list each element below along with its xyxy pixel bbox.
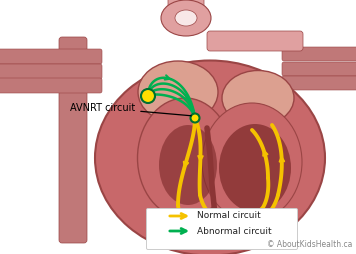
FancyBboxPatch shape: [184, 185, 214, 251]
Ellipse shape: [159, 125, 217, 205]
FancyBboxPatch shape: [282, 76, 356, 90]
Circle shape: [190, 114, 199, 122]
Text: AVNRT circuit: AVNRT circuit: [70, 103, 191, 116]
Ellipse shape: [95, 60, 325, 254]
Ellipse shape: [138, 61, 218, 123]
FancyBboxPatch shape: [0, 78, 102, 93]
FancyBboxPatch shape: [0, 64, 102, 79]
Text: © AboutKidsHealth.ca: © AboutKidsHealth.ca: [267, 240, 352, 249]
Text: Normal circuit: Normal circuit: [197, 212, 261, 220]
FancyBboxPatch shape: [147, 209, 298, 249]
Text: Abnormal circuit: Abnormal circuit: [197, 227, 272, 235]
Ellipse shape: [202, 103, 302, 221]
FancyBboxPatch shape: [207, 31, 303, 51]
Circle shape: [141, 89, 155, 103]
Ellipse shape: [219, 124, 291, 212]
FancyBboxPatch shape: [282, 62, 356, 76]
Ellipse shape: [222, 71, 294, 125]
FancyBboxPatch shape: [0, 49, 102, 64]
FancyBboxPatch shape: [168, 0, 204, 19]
Ellipse shape: [161, 0, 211, 36]
FancyBboxPatch shape: [59, 37, 87, 243]
FancyBboxPatch shape: [282, 47, 356, 61]
Ellipse shape: [175, 10, 197, 26]
Ellipse shape: [137, 98, 232, 218]
